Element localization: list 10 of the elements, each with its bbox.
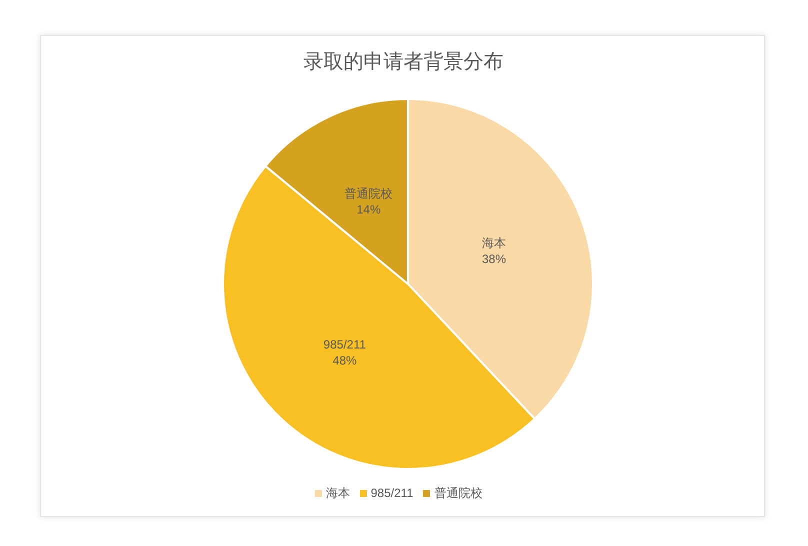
data-label: 14% [356,202,381,216]
data-label: 48% [332,353,358,368]
legend-label: 985/211 [370,486,414,500]
chart-title: 录取的申请者背景分布 [302,50,504,75]
legend-label: 普通院校 [434,486,482,500]
slice-label: 985/211 [323,337,366,352]
slice-label: 海本 [482,236,506,250]
legend-label: 海本 [326,486,350,500]
data-label: 38% [482,252,506,266]
slice-label: 普通院校 [344,186,393,200]
